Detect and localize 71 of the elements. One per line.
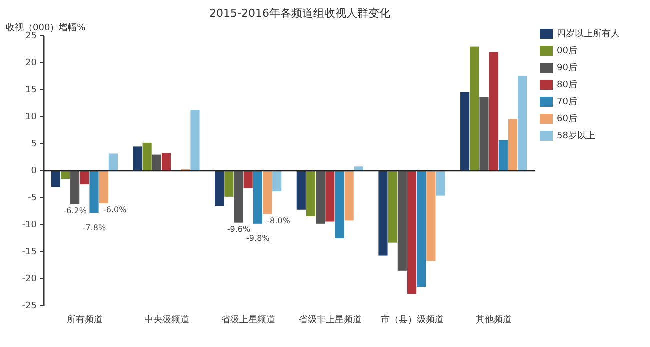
x-tick-label: 中央级频道 bbox=[144, 314, 190, 326]
bar bbox=[272, 171, 282, 192]
bar bbox=[470, 46, 480, 171]
legend-label: 60后 bbox=[557, 113, 578, 124]
legend-label: 四岁以上所有人 bbox=[557, 28, 620, 40]
y-tick-label: 5 bbox=[31, 139, 37, 150]
y-tick-label: 0 bbox=[31, 166, 38, 176]
bar bbox=[344, 171, 354, 221]
data-label: -8.0% bbox=[267, 216, 291, 226]
bar bbox=[407, 171, 417, 294]
bar bbox=[152, 154, 162, 171]
bar bbox=[306, 171, 316, 216]
x-tick-label: 市（县）级频道 bbox=[380, 314, 444, 326]
y-tick-label: 20 bbox=[26, 58, 38, 68]
bar bbox=[133, 146, 142, 171]
bar bbox=[417, 171, 426, 288]
y-tick-label: 10 bbox=[26, 112, 38, 122]
y-tick-label: 15 bbox=[26, 85, 37, 96]
x-tick-label: 省级上星频道 bbox=[222, 314, 276, 326]
bar bbox=[326, 171, 335, 222]
data-label: -9.8% bbox=[246, 234, 270, 244]
data-label: -9.6% bbox=[227, 225, 251, 234]
bar bbox=[60, 171, 70, 180]
bar bbox=[244, 171, 253, 188]
legend-label: 58岁以上 bbox=[557, 130, 596, 142]
bar bbox=[90, 171, 99, 214]
bar bbox=[190, 110, 200, 171]
x-tick-label: 所有频道 bbox=[66, 314, 103, 326]
x-tick-label: 省级非上星频道 bbox=[298, 314, 362, 326]
bar bbox=[354, 166, 364, 171]
bar bbox=[378, 171, 388, 256]
bar bbox=[80, 171, 90, 184]
bar bbox=[234, 171, 244, 223]
bar bbox=[498, 140, 508, 171]
legend-label: 70后 bbox=[557, 96, 578, 108]
bar bbox=[142, 142, 152, 171]
y-tick-label: -15 bbox=[22, 247, 37, 258]
bar bbox=[489, 52, 498, 171]
bar bbox=[296, 171, 306, 210]
bar bbox=[316, 171, 326, 224]
bar bbox=[508, 119, 518, 171]
bar bbox=[460, 92, 470, 171]
bar bbox=[388, 171, 398, 243]
y-tick-label: 25 bbox=[26, 31, 37, 42]
legend-label: 80后 bbox=[557, 79, 578, 90]
bar bbox=[398, 171, 407, 271]
bar bbox=[51, 171, 60, 188]
bar bbox=[215, 171, 224, 206]
y-tick-label: -5 bbox=[28, 193, 37, 204]
y-tick-label: -20 bbox=[22, 274, 38, 284]
y-tick-label: -25 bbox=[22, 301, 37, 312]
bar bbox=[162, 153, 172, 171]
bar bbox=[262, 171, 272, 214]
legend-label: 00后 bbox=[557, 45, 578, 56]
chart-title: 2015-2016年各频道组收视人群变化 bbox=[210, 7, 390, 20]
bar bbox=[253, 171, 262, 224]
legend-label: 90后 bbox=[557, 62, 578, 74]
bar bbox=[108, 154, 118, 171]
data-label: -6.2% bbox=[64, 206, 88, 216]
bar bbox=[99, 171, 108, 204]
y-tick-label: -10 bbox=[22, 220, 38, 230]
bar bbox=[518, 76, 528, 171]
data-label: -7.8% bbox=[82, 223, 107, 232]
bar bbox=[335, 171, 344, 238]
bar bbox=[224, 171, 234, 197]
bar bbox=[426, 171, 436, 262]
bar bbox=[480, 97, 489, 171]
x-tick-label: 其他频道 bbox=[476, 314, 512, 326]
data-label: -6.0% bbox=[103, 206, 128, 215]
bar bbox=[436, 171, 446, 196]
bar bbox=[70, 171, 80, 204]
